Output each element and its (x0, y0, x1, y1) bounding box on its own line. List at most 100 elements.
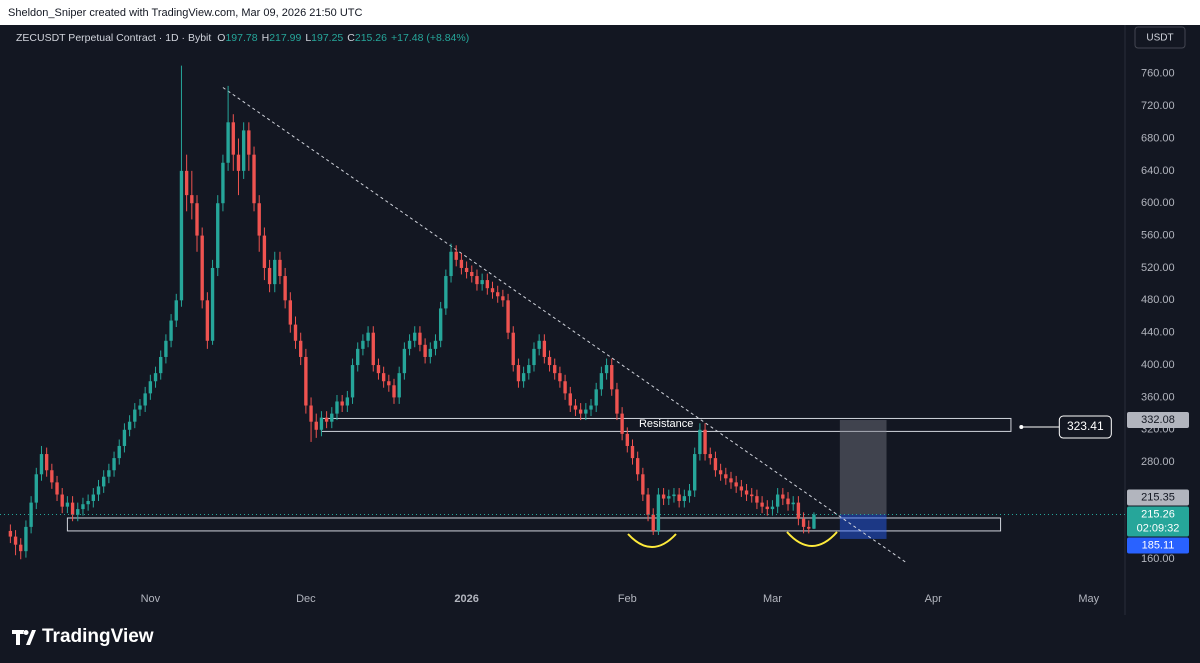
candle-body (387, 381, 391, 386)
candle-body (402, 348, 407, 374)
candle-body (537, 340, 541, 349)
zone (66, 517, 1002, 532)
candle-body (724, 474, 728, 479)
x-tick-label: 2026 (454, 593, 478, 605)
candle-body (376, 365, 381, 374)
price-label: 332.08 (1141, 414, 1175, 426)
candle-body (340, 401, 344, 406)
x-tick-label: Feb (618, 593, 637, 605)
credit: Sheldon_Sniper created with TradingView.… (8, 7, 363, 19)
candle-body (708, 454, 712, 459)
y-tick-label: 520.00 (1141, 262, 1175, 274)
candle-body (304, 356, 308, 406)
candle-body (801, 518, 806, 527)
candle-body (91, 494, 96, 501)
ohlc-value: 197.78 (225, 32, 257, 44)
candle-body (672, 494, 676, 497)
candle-body (8, 530, 13, 537)
currency: USDT (1146, 33, 1173, 44)
candle-body (34, 474, 38, 503)
candle-body (413, 332, 417, 341)
trendline (222, 87, 908, 564)
brand: TradingView (42, 626, 154, 647)
candle-body (682, 496, 687, 501)
candle-body (39, 454, 44, 475)
logo (12, 630, 36, 645)
change: +17.48 (+8.84%) (391, 32, 469, 44)
candle-body (50, 470, 54, 483)
ohlc-key: O (217, 32, 225, 44)
y-tick-label: 600.00 (1141, 197, 1175, 209)
candle-body (122, 429, 127, 446)
candle-body (19, 544, 23, 552)
candle-body (646, 494, 650, 515)
y-tick-label: 440.00 (1141, 327, 1175, 339)
candle-body (734, 482, 738, 487)
candle-body (60, 494, 64, 507)
y-tick-label: 560.00 (1141, 229, 1175, 241)
candle-body (578, 409, 583, 414)
x-tick-label: Apr (925, 593, 942, 605)
price-label: 215.26 (1141, 508, 1175, 520)
price-label: 02:09:32 (1137, 522, 1180, 534)
y-tick-label: 360.00 (1141, 391, 1175, 403)
candle-body (205, 300, 210, 341)
candle-body (356, 348, 360, 366)
profit-zone (839, 420, 887, 515)
candle-body (677, 494, 681, 501)
x-tick-label: Mar (763, 593, 782, 605)
x-tick-label: Nov (141, 593, 161, 605)
candle-body (661, 494, 666, 499)
candle-body (744, 490, 749, 495)
y-tick-label: 640.00 (1141, 165, 1175, 177)
candle-body (397, 373, 401, 398)
candle-body (568, 393, 572, 406)
candle-body (610, 365, 614, 390)
candle-body (449, 251, 453, 277)
candle-body (501, 296, 505, 301)
symbol-title: ZECUSDT Perpetual Contract · 1D · Bybit (16, 32, 211, 44)
candle-body (527, 365, 531, 374)
candle-body (786, 498, 790, 505)
candle-body (729, 478, 733, 483)
candle-body (133, 409, 137, 422)
candle-body (324, 417, 329, 422)
candle-body (267, 267, 272, 285)
candle-body (350, 365, 355, 398)
candle-body (553, 365, 557, 374)
candle-body (718, 470, 723, 475)
candle-body (55, 482, 59, 495)
candle-body (584, 409, 588, 414)
candle-body (812, 514, 816, 529)
y-tick-label: 400.00 (1141, 359, 1175, 371)
currency-button[interactable] (1134, 26, 1186, 49)
candle-body (44, 454, 49, 471)
candle-body (459, 259, 464, 268)
candle-body (589, 405, 593, 410)
candle-body (615, 389, 619, 414)
price-label-box (1127, 412, 1189, 429)
candle-body (485, 280, 490, 289)
candle-body (184, 170, 189, 196)
ohlc-key: L (305, 32, 311, 44)
candle-body (169, 320, 173, 341)
ohlc-key: C (347, 32, 355, 44)
candle-body (667, 496, 671, 499)
candle-body (444, 276, 448, 309)
y-tick-label: 280.00 (1141, 456, 1175, 468)
candle-body (755, 496, 759, 503)
candle-body (775, 494, 780, 507)
price-label-box (1127, 537, 1189, 554)
candle-body (407, 340, 412, 349)
price-label-box (1127, 506, 1189, 537)
price-label: 185.11 (1142, 539, 1175, 551)
candle-body (558, 373, 562, 382)
candle-body (330, 413, 334, 422)
candle-body (423, 344, 427, 357)
candle-body (625, 433, 629, 446)
candle-body (319, 417, 324, 430)
candle-body (807, 526, 811, 529)
candle-body (293, 324, 298, 341)
candle-body (309, 405, 313, 422)
candle-body (496, 292, 500, 297)
